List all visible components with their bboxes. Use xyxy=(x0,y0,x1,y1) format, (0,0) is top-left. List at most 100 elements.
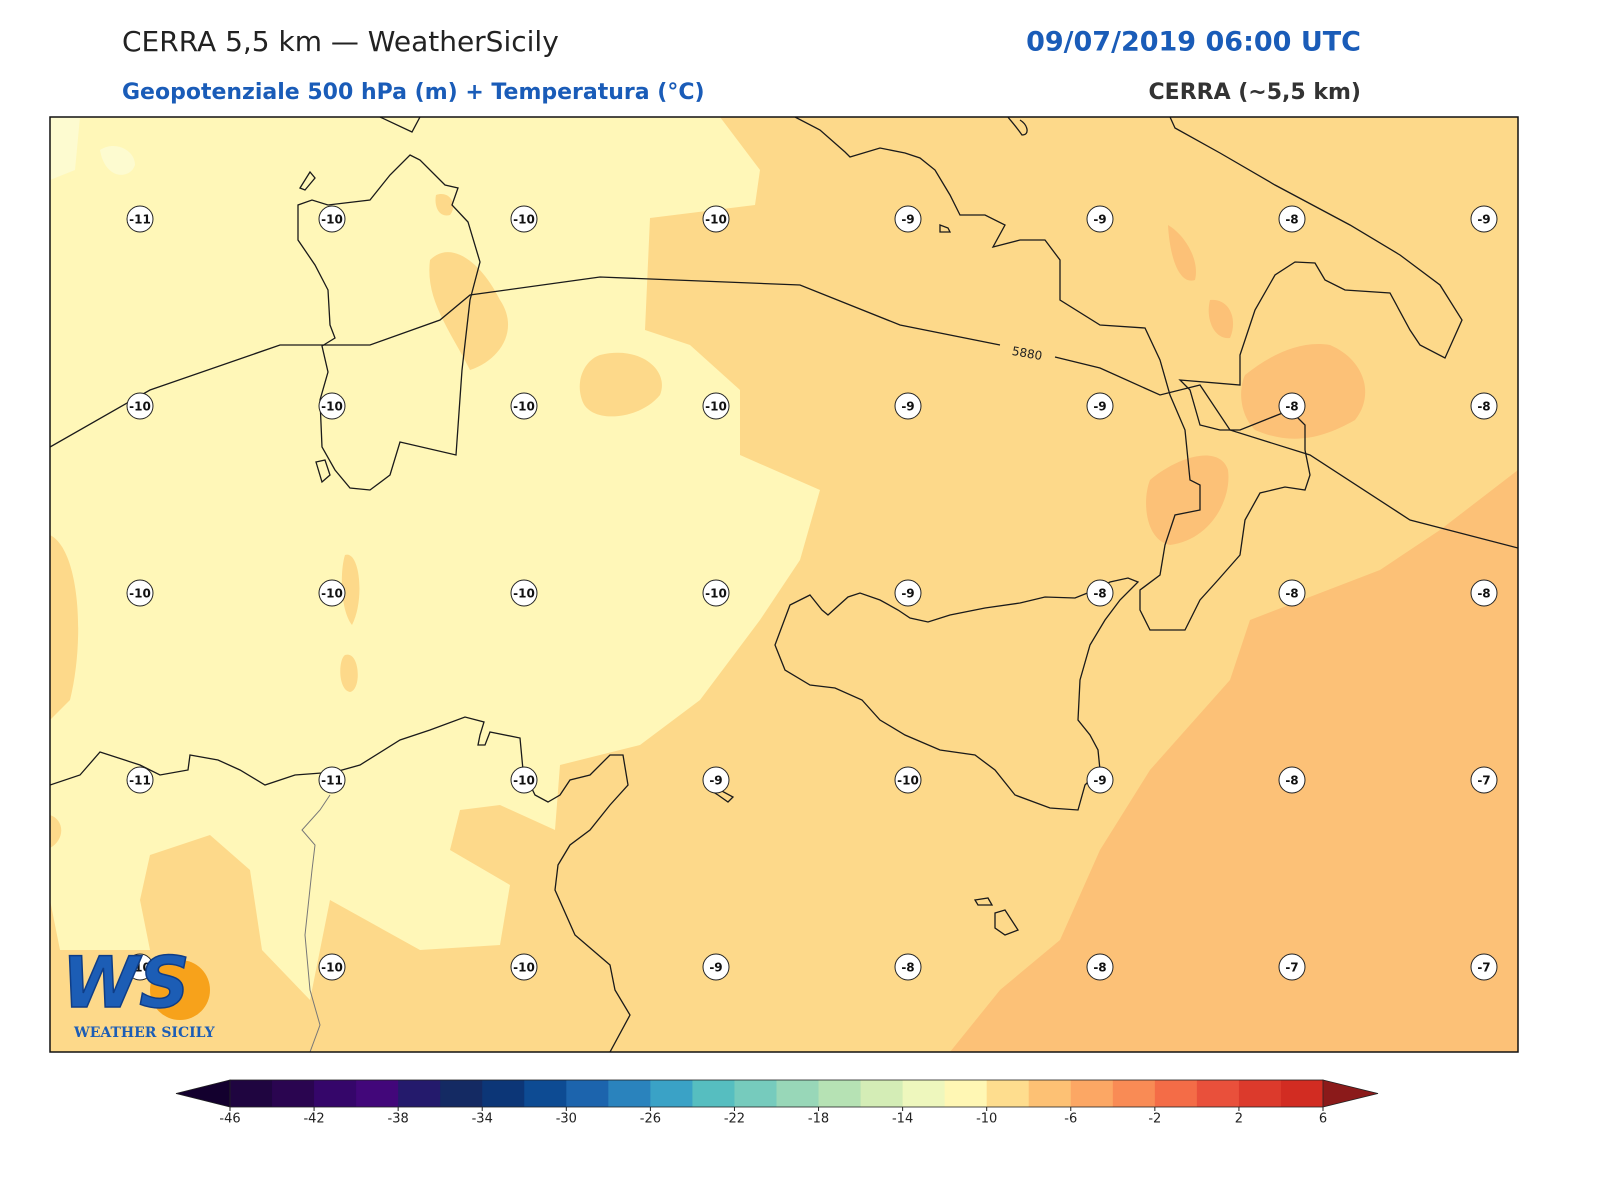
colorbar-tick-label: -22 xyxy=(724,1112,745,1127)
colorbar-segment xyxy=(650,1080,693,1107)
colorbar-segment xyxy=(524,1080,567,1107)
station-marker xyxy=(702,579,730,607)
temperature-fill xyxy=(50,117,820,1000)
station-marker xyxy=(1278,392,1306,420)
colorbar-segment xyxy=(776,1080,820,1107)
temperature-label: -9 xyxy=(1093,213,1106,227)
temperature-label: -7 xyxy=(1477,961,1490,975)
temperature-label: -8 xyxy=(1477,400,1490,414)
station-marker xyxy=(1278,953,1306,981)
station-marker xyxy=(1278,579,1306,607)
temperature-label: -10 xyxy=(705,213,727,227)
station-marker xyxy=(318,766,346,794)
station-marker xyxy=(1086,392,1114,420)
temperature-label: -10 xyxy=(129,400,151,414)
colorbar-tick-label: 6 xyxy=(1319,1112,1327,1127)
temperature-label: -10 xyxy=(129,587,151,601)
colorbar-segment xyxy=(566,1080,609,1107)
temperature-labels: -11 -10 -10 -10 -9 -9 -8 -9 -10 -10 -10 -10 -9 -9 -8 -8… xyxy=(126,205,1498,981)
station-marker xyxy=(1470,953,1498,981)
map-field: 5880 -11 -10 -10 -10 -9 -9 -8 -9-10 -10 -10 -10 -9-… xyxy=(50,117,1518,1052)
datetime: 09/07/2019 06:00 UTC xyxy=(1026,27,1361,58)
temperature-label: -10 xyxy=(513,774,535,788)
temperature-label: -10 xyxy=(513,587,535,601)
station-marker xyxy=(1086,579,1114,607)
temperature-label: -8 xyxy=(1285,213,1298,227)
colorbar-outline xyxy=(229,1079,1324,1108)
temperature-label: -8 xyxy=(901,961,914,975)
title: CERRA 5,5 km — WeatherSicily xyxy=(122,25,559,58)
model-label: CERRA (~5,5 km) xyxy=(1149,80,1361,105)
colorbar-segment xyxy=(398,1080,441,1107)
station-marker xyxy=(318,205,346,233)
colorbar-segment xyxy=(986,1080,1030,1107)
station-marker xyxy=(318,953,346,981)
map-frame xyxy=(49,116,1519,1053)
colorbar-tick-label: -46 xyxy=(219,1112,240,1127)
colorbar-tick-label: -30 xyxy=(556,1112,577,1127)
station-marker xyxy=(510,392,538,420)
temperature-fill xyxy=(950,225,1518,1052)
station-marker xyxy=(1470,392,1498,420)
logo-initials: WS xyxy=(62,942,190,1024)
temperature-label: -10 xyxy=(129,961,151,975)
temperature-label: -7 xyxy=(1477,774,1490,788)
logo: WS WEATHER SICILY xyxy=(61,941,215,1041)
station-marker xyxy=(126,205,154,233)
station-marker xyxy=(894,953,922,981)
station-marker xyxy=(510,953,538,981)
station-marker xyxy=(702,205,730,233)
temperature-label: -10 xyxy=(513,213,535,227)
colorbar-tick-label: -38 xyxy=(388,1112,409,1127)
station-marker xyxy=(510,579,538,607)
colorbar-segment xyxy=(230,1080,273,1107)
station-marker xyxy=(702,953,730,981)
temperature-label: -8 xyxy=(1285,774,1298,788)
colorbar: -46 -42 -38 -34 -30 -26 -22 -18 -14 -10 -6 -2 2 6 xyxy=(175,1079,1379,1127)
colorbar-tick-label: -2 xyxy=(1148,1112,1161,1127)
station-marker xyxy=(510,766,538,794)
station-marker xyxy=(510,205,538,233)
contour-label: 5880 xyxy=(1011,344,1044,363)
colorbar-segment xyxy=(818,1080,862,1107)
temperature-label: -10 xyxy=(321,400,343,414)
colorbar-tick-label: -26 xyxy=(640,1112,661,1127)
temperature-label: -10 xyxy=(513,400,535,414)
colorbar-tick-label: -42 xyxy=(303,1112,324,1127)
temperature-label: -9 xyxy=(901,587,914,601)
colorbar-segment xyxy=(356,1080,399,1107)
colorbar-tick-label: -10 xyxy=(976,1112,997,1127)
station-marker xyxy=(126,953,154,981)
temperature-label: -9 xyxy=(901,213,914,227)
colorbar-segment xyxy=(734,1080,777,1107)
station-marker xyxy=(126,766,154,794)
colorbar-segment xyxy=(1070,1080,1114,1107)
station-marker xyxy=(126,392,154,420)
colorbar-segment xyxy=(1280,1080,1324,1107)
temperature-label: -8 xyxy=(1093,587,1106,601)
temperature-label: -7 xyxy=(1285,961,1298,975)
colorbar-tick-label: -18 xyxy=(808,1112,829,1127)
colorbar-extend xyxy=(1322,1079,1379,1108)
station-marker xyxy=(894,766,922,794)
temperature-label: -11 xyxy=(321,774,343,788)
colorbar-segment xyxy=(1154,1080,1198,1107)
colorbar-segment xyxy=(692,1080,735,1107)
station-marker xyxy=(1086,766,1114,794)
temperature-label: -10 xyxy=(897,774,919,788)
temperature-label: -9 xyxy=(709,961,722,975)
station-marker xyxy=(1470,205,1498,233)
station-marker xyxy=(318,392,346,420)
colorbar-segment xyxy=(1196,1080,1240,1107)
station-marker xyxy=(894,392,922,420)
temperature-label: -11 xyxy=(129,774,151,788)
temperature-label: -9 xyxy=(1093,400,1106,414)
station-marker xyxy=(894,579,922,607)
temperature-label: -8 xyxy=(1477,587,1490,601)
station-marker xyxy=(1470,766,1498,794)
temperature-label: -8 xyxy=(1285,400,1298,414)
temperature-label: -10 xyxy=(321,213,343,227)
temperature-label: -8 xyxy=(1285,587,1298,601)
